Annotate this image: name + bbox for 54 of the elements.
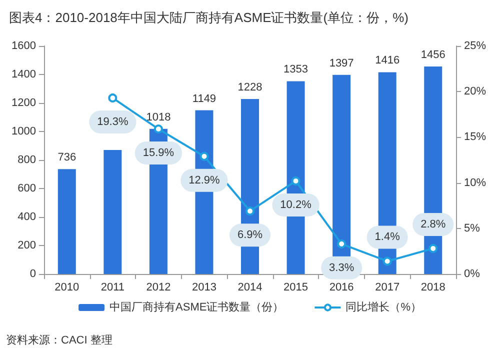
point (154, 124, 163, 134)
data-label: 2.8% (420, 218, 446, 230)
data-label: 3.3% (329, 262, 354, 274)
point (246, 206, 254, 216)
data-label: 1353 (284, 64, 308, 76)
data-label: 1397 (329, 57, 354, 70)
data-label: 1018 (146, 111, 171, 124)
data-label: 736 (58, 152, 76, 164)
legend-label: 中国厂商持有ASME证书数量（份） (110, 300, 284, 314)
data-label: 10.2% (280, 198, 312, 211)
y-tick-label: 1400 (12, 68, 36, 80)
bar (58, 169, 76, 274)
x-tick-label: 2011 (100, 282, 124, 294)
text: 资料来源：CACI 整理 (6, 334, 112, 346)
legend-label: 同比增长（%） (346, 300, 422, 314)
x-tick-label: 2017 (375, 282, 400, 294)
data-label: 15.9% (142, 146, 174, 159)
y-tick-label: 800 (18, 154, 36, 166)
data-label: 1.4% (374, 231, 400, 244)
y-tick-label: 1200 (12, 97, 36, 109)
point (428, 244, 438, 253)
y2-tick-label: 20% (464, 86, 486, 98)
y-tick-label: 0 (30, 268, 36, 280)
x-tick-label: 2015 (284, 282, 308, 294)
y-tick-label: 400 (18, 211, 36, 223)
y2-tick-label: 15% (464, 131, 486, 144)
x-tick-label: 2010 (54, 282, 80, 294)
point (291, 176, 300, 186)
y2-tick-label: 10% (464, 176, 486, 189)
bar (104, 150, 122, 274)
point (337, 239, 346, 248)
x-tick-label: 2016 (329, 282, 354, 294)
data-label: 1228 (238, 82, 262, 94)
data-label: 19.3% (97, 116, 128, 128)
y2-tick-label: 0% (464, 268, 480, 280)
data-label: 1416 (375, 54, 400, 67)
y-tick-label: 1000 (12, 126, 36, 138)
x-tick-label: 2018 (420, 282, 446, 294)
y-tick-label: 200 (18, 240, 36, 252)
y-tick-label: 1600 (12, 40, 36, 52)
point (382, 256, 392, 266)
chart-title: 图表4：2010-2018年中国大陆厂商持有ASME证书数量(单位：份，%) (9, 10, 408, 25)
point (200, 152, 209, 161)
x-tick-label: 2013 (192, 282, 216, 294)
data-label: 12.9% (188, 174, 220, 186)
y2-tick-label: 5% (464, 222, 480, 234)
x-tick-label: 2014 (238, 282, 262, 294)
data-label: 6.9% (237, 229, 263, 242)
y-tick-label: 600 (18, 182, 36, 194)
x-tick-label: 2012 (146, 282, 171, 294)
point (108, 93, 118, 102)
data-label: 1456 (420, 49, 446, 62)
data-label: 1149 (192, 92, 216, 105)
y2-tick-label: 25% (464, 40, 486, 52)
